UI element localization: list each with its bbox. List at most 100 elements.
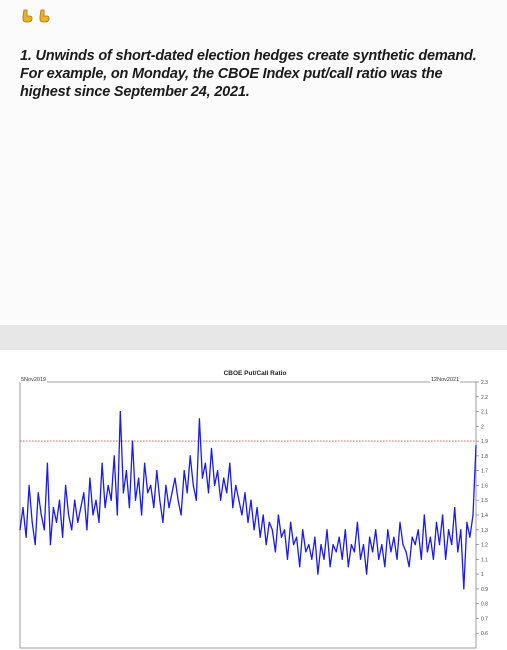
data-point <box>150 484 152 486</box>
data-point <box>165 484 167 486</box>
data-point <box>153 507 155 509</box>
data-point <box>414 544 416 546</box>
data-point <box>350 544 352 546</box>
data-point <box>366 573 368 575</box>
data-point <box>226 492 228 494</box>
data-point <box>369 536 371 538</box>
start-date-label: 5Nov2019 <box>20 377 48 383</box>
end-date-label: 12Nov2021 <box>430 377 461 383</box>
data-point <box>253 529 255 531</box>
data-point <box>74 499 76 501</box>
data-point <box>271 529 273 531</box>
data-point <box>141 514 143 516</box>
data-point <box>65 484 67 486</box>
data-point <box>311 558 313 560</box>
data-point <box>417 529 419 531</box>
data-point <box>451 544 453 546</box>
data-point <box>283 529 286 531</box>
data-point <box>220 499 222 501</box>
data-point <box>125 470 127 472</box>
data-point <box>445 558 447 560</box>
data-point <box>37 492 39 494</box>
data-point <box>183 470 185 472</box>
y-tick-label: 2.1 <box>481 410 488 416</box>
post-text: 1. Unwinds of short-dated election hedge… <box>20 48 477 100</box>
data-point <box>250 499 252 501</box>
data-point <box>317 573 319 575</box>
data-point <box>71 529 73 531</box>
data-point <box>356 521 358 523</box>
data-point <box>189 455 191 457</box>
data-point <box>442 514 444 516</box>
data-point <box>463 588 465 590</box>
data-point <box>174 477 176 479</box>
data-point <box>98 521 100 523</box>
data-point <box>308 544 310 546</box>
data-point <box>347 566 349 568</box>
data-point <box>320 544 322 546</box>
data-point <box>119 411 121 413</box>
data-point <box>411 536 413 538</box>
data-point <box>429 536 431 538</box>
data-point <box>22 507 24 509</box>
data-point <box>62 536 64 538</box>
data-point <box>435 521 438 523</box>
data-point <box>28 484 30 486</box>
data-point <box>83 492 85 494</box>
y-tick-label: 0.8 <box>481 602 488 608</box>
data-point <box>177 499 179 501</box>
data-point <box>171 492 173 494</box>
data-point <box>305 551 307 553</box>
data-point <box>393 536 395 538</box>
data-point <box>335 551 337 553</box>
data-point <box>323 558 325 560</box>
data-point <box>387 529 389 531</box>
data-point <box>241 514 243 516</box>
data-point <box>402 544 404 546</box>
data-point <box>217 470 219 472</box>
data-point <box>259 536 261 538</box>
data-point <box>457 551 459 553</box>
data-point <box>134 499 137 501</box>
data-point <box>408 566 410 568</box>
data-point <box>229 462 231 464</box>
y-tick-label: 1.2 <box>481 543 488 549</box>
data-point <box>277 514 279 516</box>
data-point <box>399 521 401 523</box>
data-point <box>55 521 58 523</box>
data-point <box>34 544 36 546</box>
data-point <box>186 492 188 494</box>
y-tick-label: 2.3 <box>481 380 488 386</box>
data-point <box>341 558 343 560</box>
data-point <box>244 492 246 494</box>
data-point <box>472 514 474 516</box>
data-point <box>86 529 88 531</box>
data-point <box>195 499 197 501</box>
y-tick-label: 1.7 <box>481 469 488 475</box>
data-point <box>110 499 112 501</box>
data-point <box>362 544 365 546</box>
emoji-row <box>20 9 51 23</box>
data-point <box>52 507 55 509</box>
data-point <box>180 514 182 516</box>
data-point <box>296 536 298 538</box>
data-point <box>162 521 164 523</box>
data-point <box>201 477 203 479</box>
y-tick-label: 1.5 <box>481 498 488 504</box>
data-point <box>454 507 456 509</box>
data-point <box>89 477 91 479</box>
y-tick-label: 1.6 <box>481 483 488 489</box>
y-tick-label: 2 <box>481 424 484 430</box>
data-point <box>466 521 468 523</box>
data-point <box>326 529 328 531</box>
data-point <box>420 558 422 560</box>
y-tick-label: 2.2 <box>481 395 488 401</box>
data-point <box>460 529 462 531</box>
data-point <box>68 514 70 516</box>
data-point <box>378 558 380 560</box>
data-point <box>223 477 225 479</box>
data-point <box>43 529 45 531</box>
data-point <box>299 566 301 568</box>
data-point <box>107 484 109 486</box>
data-point <box>381 544 383 546</box>
